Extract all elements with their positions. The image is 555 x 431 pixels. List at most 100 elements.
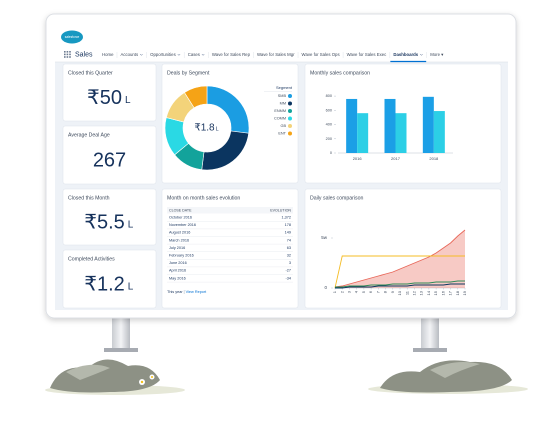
table-header: EVOLUTION bbox=[270, 208, 291, 212]
dropdown-chevron bbox=[139, 53, 143, 56]
table-cell: 178 bbox=[285, 223, 291, 227]
y-tick-label: 800 bbox=[326, 94, 332, 98]
table-cell: 32 bbox=[287, 254, 291, 258]
nav-tab[interactable]: Cases bbox=[188, 52, 200, 57]
kpi-title: Average Deal Age bbox=[68, 132, 110, 138]
x-tick-label: 18 bbox=[455, 290, 460, 295]
legend-swatch bbox=[288, 116, 292, 121]
donut-segment bbox=[184, 85, 208, 109]
legend-label: ENT bbox=[278, 132, 286, 136]
card bbox=[304, 188, 502, 309]
table-cell: -27 bbox=[286, 269, 292, 273]
nav-tab[interactable]: Opportunities bbox=[150, 52, 176, 57]
legend-swatch bbox=[288, 94, 292, 98]
x-tick-label: 2 bbox=[339, 290, 344, 293]
nav-tab[interactable]: Dashboards bbox=[393, 52, 418, 57]
table-cell: 63 bbox=[287, 246, 291, 250]
kpi-title: Closed this Month bbox=[68, 195, 110, 201]
donut-center-value: ₹1.8 bbox=[194, 123, 215, 134]
bar bbox=[433, 111, 445, 153]
x-tick-label: 4 bbox=[354, 290, 359, 293]
card bbox=[62, 125, 157, 185]
view-report-link[interactable]: View Report bbox=[186, 290, 208, 294]
x-tick-label: 11 bbox=[404, 290, 409, 295]
legend-title: Segment bbox=[276, 85, 293, 90]
table-footer-period: This year bbox=[167, 290, 183, 294]
y-tick-label: 400 bbox=[326, 123, 332, 127]
table-cell: February 2016 bbox=[169, 254, 194, 258]
x-tick-label: 19 bbox=[462, 290, 467, 295]
x-tick-label: 16 bbox=[440, 290, 445, 295]
kpi-value: 267 bbox=[93, 149, 126, 171]
scenery bbox=[45, 316, 528, 395]
table-title: Month on month sales evolution bbox=[167, 195, 240, 201]
area-fill bbox=[335, 230, 465, 288]
legend-swatch bbox=[288, 124, 292, 128]
table-cell: 1,372 bbox=[281, 216, 291, 220]
x-tick-label: 10 bbox=[397, 290, 402, 295]
x-tick-label: 14 bbox=[426, 290, 431, 295]
legend-label: ENMM bbox=[274, 109, 286, 113]
chart-title: Deals by Segment bbox=[167, 70, 210, 76]
card bbox=[62, 249, 157, 309]
legend-swatch bbox=[288, 131, 292, 136]
legend-label: COMM bbox=[274, 117, 286, 121]
app-launcher[interactable] bbox=[64, 51, 71, 58]
x-tick-label: 8 bbox=[383, 290, 388, 293]
app-name: Sales bbox=[75, 51, 93, 58]
y-tick-label: 0 bbox=[324, 285, 327, 290]
y-tick-label: 200 bbox=[326, 137, 332, 141]
table-cell: April 2016 bbox=[169, 269, 186, 273]
nav-tab[interactable]: Wave for Sales Exec bbox=[347, 52, 388, 57]
x-tick-label: 3 bbox=[347, 290, 352, 293]
x-tick-label: 9 bbox=[390, 290, 395, 293]
kpi-value: ₹1.2 bbox=[84, 273, 125, 295]
legend-label: MM bbox=[280, 102, 286, 106]
legend-swatch bbox=[288, 109, 292, 113]
x-tick-label: 2018 bbox=[429, 156, 439, 161]
y-tick-label: 5w bbox=[321, 235, 328, 240]
nav-tab[interactable]: Wave for Sales Rep bbox=[212, 52, 251, 57]
x-tick-label: 2016 bbox=[353, 156, 363, 161]
dropdown-chevron bbox=[177, 53, 181, 56]
line-series bbox=[334, 255, 465, 289]
nav-tab[interactable]: Wave for Sales Ops bbox=[302, 52, 340, 57]
legend-label: GB bbox=[281, 124, 287, 128]
table-cell: July 2016 bbox=[169, 246, 185, 250]
x-tick-label: 2017 bbox=[391, 156, 401, 161]
donut-center-unit: L bbox=[216, 126, 219, 132]
kpi-title: Completed Activities bbox=[68, 256, 115, 262]
x-tick-label: 5 bbox=[361, 290, 366, 293]
logo bbox=[61, 30, 83, 44]
nav-tab[interactable]: Wave for Sales Mgr bbox=[257, 52, 295, 57]
bar bbox=[422, 96, 434, 153]
table-cell: August 2016 bbox=[169, 231, 190, 235]
line-series bbox=[335, 280, 465, 288]
x-tick-label: 13 bbox=[419, 290, 424, 295]
chart-title: Monthly sales comparison bbox=[310, 70, 370, 76]
chart-title: Daily sales comparison bbox=[310, 195, 363, 201]
bar bbox=[384, 98, 396, 153]
y-tick-label: 0 bbox=[330, 151, 332, 155]
nav-tab[interactable]: Home bbox=[102, 52, 114, 57]
line-series bbox=[335, 283, 465, 289]
dropdown-chevron bbox=[419, 53, 423, 56]
y-tick-label: 600 bbox=[326, 108, 332, 112]
table-cell: 149 bbox=[285, 231, 291, 235]
kpi-unit: L bbox=[128, 220, 134, 231]
line-series bbox=[334, 229, 466, 288]
kpi-unit: L bbox=[125, 95, 131, 106]
table-cell: May 2016 bbox=[169, 276, 186, 280]
legend-label: SMB bbox=[278, 94, 287, 98]
table-header-bg bbox=[167, 207, 293, 214]
kpi-unit: L bbox=[128, 282, 134, 293]
card bbox=[62, 63, 157, 122]
table-cell: November 2016 bbox=[169, 223, 196, 227]
dropdown-chevron bbox=[201, 53, 205, 56]
table-cell: 3 bbox=[289, 261, 291, 265]
nav-tab[interactable]: Accounts bbox=[120, 52, 138, 57]
nav-tab[interactable]: More ▾ bbox=[430, 52, 443, 57]
x-tick-label: 12 bbox=[412, 290, 417, 295]
x-tick-label: 17 bbox=[448, 290, 453, 295]
